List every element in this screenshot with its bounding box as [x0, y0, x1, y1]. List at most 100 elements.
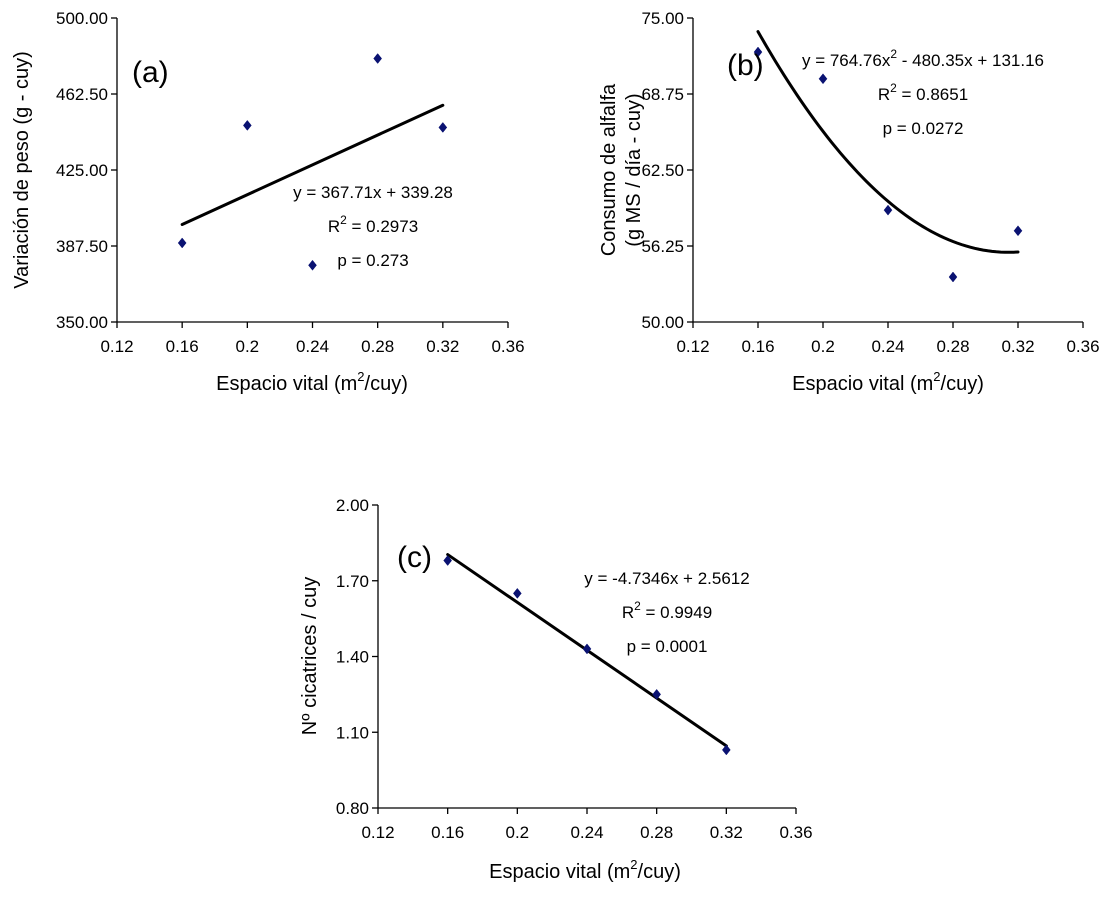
superscript: 2	[340, 213, 347, 227]
x-tick-label: 0.36	[779, 823, 812, 842]
annotation-line: y = 367.71x + 339.28	[293, 183, 453, 202]
annotation-line: p = 0.273	[337, 251, 408, 270]
y-tick-label: 75.00	[641, 9, 684, 28]
superscript: 2	[630, 857, 637, 872]
annotation-text: p = 0.273	[337, 251, 408, 270]
data-point	[177, 237, 187, 249]
x-axis-label-text: /cuy)	[638, 861, 681, 883]
x-tick-label: 0.28	[640, 823, 673, 842]
trendline	[180, 103, 445, 226]
x-tick-label: 0.32	[710, 823, 743, 842]
x-axis-label: Espacio vital (m2/cuy)	[489, 857, 681, 883]
panel-b: 0.12 0.16 0.2 0.24 0.28 0.32 0.36 50.00 56.25 62.…	[598, 9, 1100, 395]
data-point	[753, 46, 763, 58]
superscript: 2	[890, 81, 897, 95]
x-axis-label-text: Espacio vital (m	[792, 373, 933, 395]
annotation-text: p = 0.0001	[627, 637, 708, 656]
x-axis-label-text: Espacio vital (m	[216, 373, 357, 395]
annotation-text: p = 0.0272	[883, 119, 964, 138]
x-tick-label: 0.16	[431, 823, 464, 842]
data-point	[948, 271, 958, 283]
data-point	[722, 744, 731, 756]
x-tick-label: 0.24	[296, 337, 329, 356]
x-tick-label: 0.12	[100, 337, 133, 356]
x-axis-label: Espacio vital (m2/cuy)	[216, 369, 408, 395]
annotation-text: - 480.35x + 131.16	[897, 51, 1044, 70]
x-axis-label: Espacio vital (m2/cuy)	[792, 369, 984, 395]
y-tick-label: 68.75	[641, 85, 684, 104]
y-tick-label: 50.00	[641, 313, 684, 332]
y-tick-label: 62.50	[641, 161, 684, 180]
superscript: 2	[357, 369, 364, 384]
data-point	[582, 643, 592, 655]
annotation-text: y = 367.71x + 339.28	[293, 183, 453, 202]
data-point	[373, 53, 382, 64]
annotation-line: R2 = 0.9949	[622, 599, 712, 622]
panel-label: (a)	[132, 56, 169, 89]
trendline	[756, 30, 1020, 254]
x-tick-label: 0.2	[506, 823, 530, 842]
x-tick-label: 0.2	[811, 337, 835, 356]
y-tick-label: 350.00	[56, 313, 108, 332]
y-tick-label: 462.50	[56, 85, 108, 104]
y-tick-label: 500.00	[56, 9, 108, 28]
y-axis-label: Variación de peso (g - cuy)	[11, 51, 33, 289]
y-tick-label: 0.80	[336, 799, 369, 818]
annotation-text: R	[328, 217, 340, 236]
panel-label: (b)	[727, 49, 764, 82]
x-tick-label: 0.28	[936, 337, 969, 356]
y-axis-label: Consumo de alfalfa	[598, 83, 620, 256]
data-point	[443, 555, 452, 566]
annotation-text: = 0.8651	[897, 85, 968, 104]
x-tick-label: 0.12	[361, 823, 394, 842]
y-tick-label: 2.00	[336, 496, 369, 515]
x-tick-label: 0.32	[1001, 337, 1034, 356]
data-point	[513, 587, 522, 599]
panel-c: 0.12 0.16 0.2 0.24 0.28 0.32 0.36 0.80 1.10 1.40 1…	[299, 496, 813, 883]
superscript: 2	[890, 47, 897, 61]
annotation-line: y = -4.7346x + 2.5612	[584, 569, 749, 588]
x-tick-label: 0.32	[426, 337, 459, 356]
data-point	[883, 204, 893, 216]
annotation-line: p = 0.0001	[627, 637, 708, 656]
annotation-text: R	[622, 603, 634, 622]
annotation-line: R2 = 0.8651	[878, 81, 968, 104]
data-point	[818, 73, 828, 85]
y-axis-label: Nº cicatrices / cuy	[299, 577, 321, 735]
y-tick-label: 425.00	[56, 161, 108, 180]
data-point	[243, 120, 252, 131]
data-point	[1013, 225, 1023, 237]
x-tick-label: 0.36	[1066, 337, 1099, 356]
x-tick-label: 0.16	[166, 337, 199, 356]
superscript: 2	[933, 369, 940, 384]
superscript: 2	[634, 599, 641, 613]
y-axis-label-line2: (g MS / día - cuy)	[623, 93, 645, 246]
x-tick-label: 0.36	[491, 337, 524, 356]
annotation-line: p = 0.0272	[883, 119, 964, 138]
annotation-text: y = 764.76x	[802, 51, 891, 70]
y-tick-label: 1.70	[336, 572, 369, 591]
data-point	[652, 688, 661, 700]
x-tick-label: 0.16	[741, 337, 774, 356]
panel-label: (c)	[397, 541, 432, 574]
x-tick-label: 0.2	[236, 337, 260, 356]
data-point	[438, 122, 448, 133]
annotation-line: y = 764.76x2 - 480.35x + 131.16	[802, 47, 1044, 70]
x-tick-label: 0.12	[676, 337, 709, 356]
panel-a: 0.12 0.16 0.2 0.24 0.28 0.32 0.36 350.00 387.50 4…	[11, 9, 525, 395]
y-tick-label: 1.40	[336, 648, 369, 667]
annotation-text: = 0.2973	[347, 217, 418, 236]
y-tick-label: 387.50	[56, 237, 108, 256]
annotation-text: y = -4.7346x + 2.5612	[584, 569, 749, 588]
x-axis-label-text: Espacio vital (m	[489, 861, 630, 883]
x-tick-label: 0.28	[361, 337, 394, 356]
data-point	[308, 259, 317, 271]
x-tick-label: 0.24	[570, 823, 603, 842]
annotation-line: R2 = 0.2973	[328, 213, 418, 236]
x-axis-label-text: /cuy)	[365, 373, 408, 395]
annotation-text: R	[878, 85, 890, 104]
annotation-text: = 0.9949	[641, 603, 712, 622]
x-axis-label-text: /cuy)	[941, 373, 984, 395]
x-tick-label: 0.24	[871, 337, 904, 356]
